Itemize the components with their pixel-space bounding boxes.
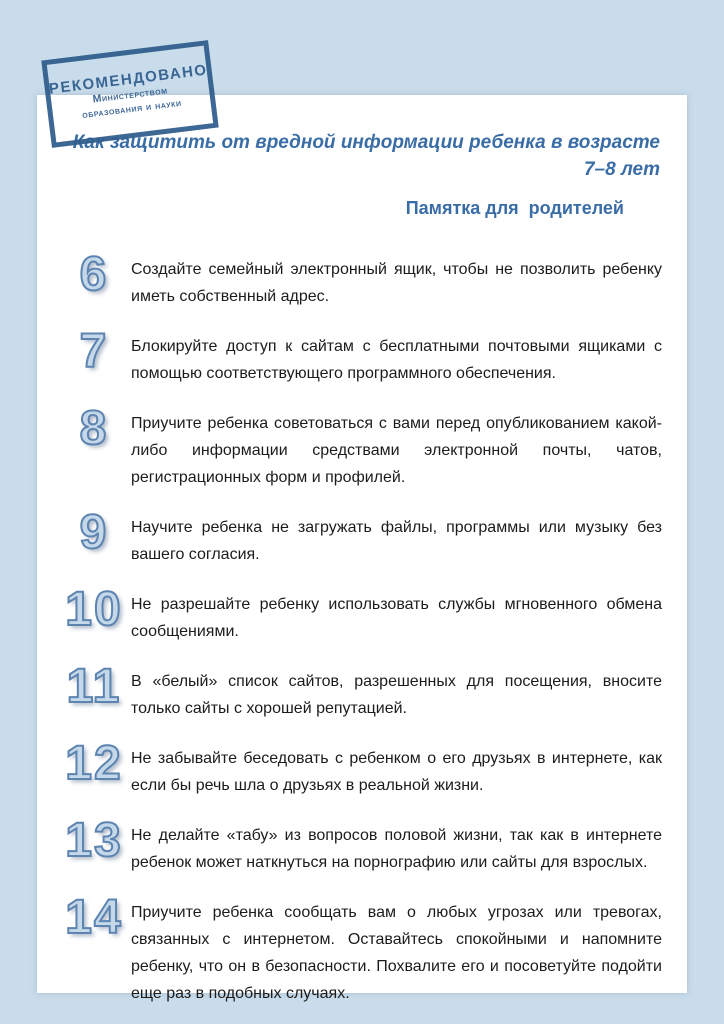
item-number: 6 xyxy=(79,248,109,301)
item-text: Научите ребенка не загружать файлы, прог… xyxy=(131,519,662,563)
tips-list: 6 Создайте семейный электронный ящик, что… xyxy=(64,250,662,1007)
item-number: 9 xyxy=(79,506,109,559)
content-panel: Как защитить от вредной информации ребен… xyxy=(37,95,687,1002)
item-text: Приучите ребенка советоваться с вами пер… xyxy=(131,415,662,486)
item-text: Не забывайте беседовать с ребенком о его… xyxy=(131,750,662,794)
document-title: Как защитить от вредной информации ребен… xyxy=(72,132,666,180)
item-text: Блокируйте доступ к сайтам с бесплатными… xyxy=(131,338,662,382)
list-item: 9 Научите ребенка не загружать файлы, про… xyxy=(65,508,662,568)
list-item: 6 Создайте семейный электронный ящик, что… xyxy=(65,250,662,310)
document-subtitle: Памятка для родителей xyxy=(405,198,624,218)
item-text: Создайте семейный электронный ящик, чтоб… xyxy=(131,261,662,305)
item-number: 11 xyxy=(66,660,122,713)
item-number: 12 xyxy=(64,737,123,790)
list-item: 11 В «белый» список сайтов, разрешенных д… xyxy=(65,662,662,722)
item-text: Не делайте «табу» из вопросов половой жи… xyxy=(131,827,662,871)
item-number: 10 xyxy=(64,583,123,636)
item-text: Приучите ребенка сообщать вам о любых уг… xyxy=(131,904,662,1002)
list-item: 7 Блокируйте доступ к сайтам с бесплатным… xyxy=(65,327,662,387)
list-item: 12 Не забывайте беседовать с ребенком о е… xyxy=(64,739,662,799)
item-number: 7 xyxy=(79,325,109,378)
item-text: Не разрешайте ребенку использовать служб… xyxy=(131,596,662,640)
list-item: 13 Не делайте «табу» из вопросов половой … xyxy=(64,816,662,876)
item-text: В «белый» список сайтов, разрешенных для… xyxy=(131,673,662,717)
item-number: 13 xyxy=(64,814,123,867)
list-item: 8 Приучите ребенка советоваться с вами пе… xyxy=(65,404,662,491)
item-number: 14 xyxy=(64,891,123,944)
item-number: 8 xyxy=(79,402,109,455)
list-item: 14 Приучите ребенка сообщать вам о любых … xyxy=(64,893,662,1007)
list-item: 10 Не разрешайте ребенку использовать слу… xyxy=(64,585,662,645)
